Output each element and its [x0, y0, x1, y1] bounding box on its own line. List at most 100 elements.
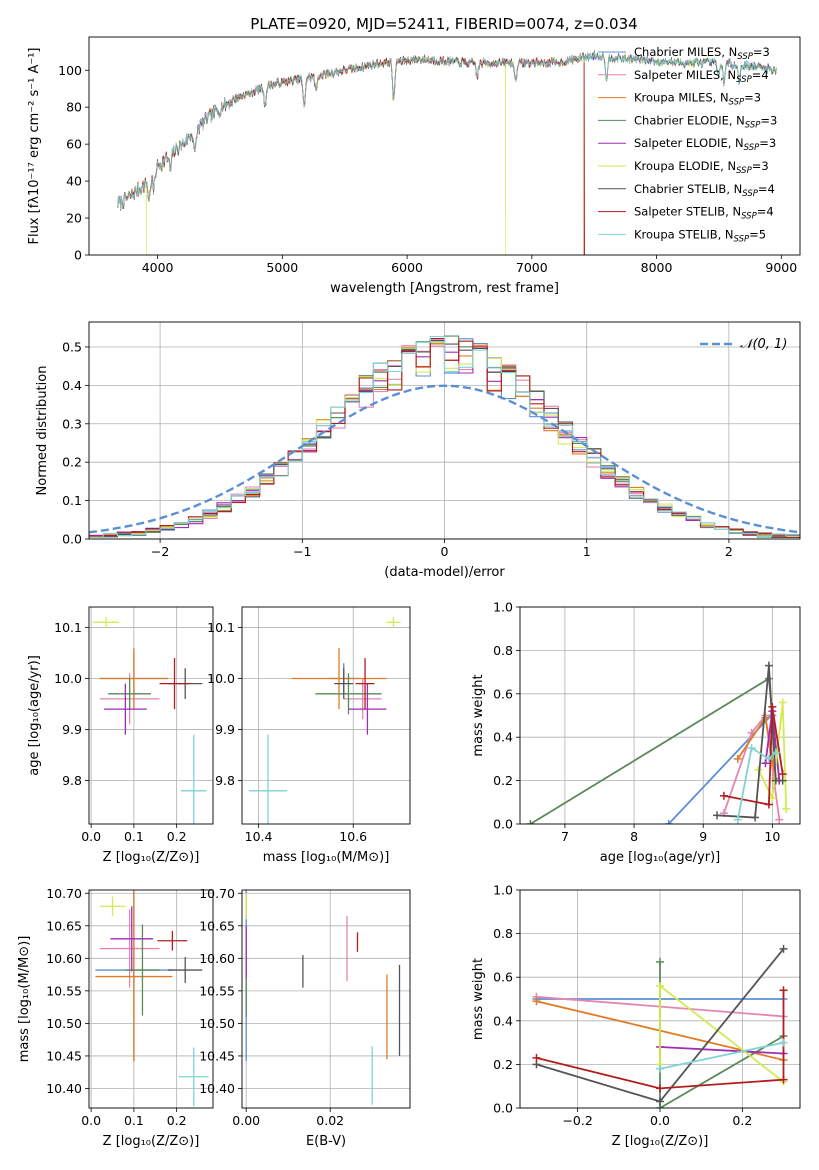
plot-area-age-vs-mass [249, 617, 401, 824]
y-tick-label: 0.6 [493, 686, 513, 701]
axes-mass-vs-Z: 0.0 0.1 0.2 10.40 10.45 10.50 10.55 10.60 10.65 1… [17, 886, 214, 1149]
x-axis-label: Z [log₁₀(Z/Z⊙)] [103, 1134, 200, 1149]
plot-area-spectrum [117, 50, 777, 255]
spectrum-line-kroupa-stelib [117, 51, 777, 210]
x-tick-label: 0.2 [732, 1113, 752, 1128]
weight-line [757, 702, 788, 809]
errorbar-kroupa-miles [99, 647, 169, 710]
errorbar-salpeter-miles [343, 678, 382, 720]
axes-frame [88, 321, 801, 540]
legend-label: Chabrier ELODIE, NSSP=3 [634, 113, 777, 130]
y-tick-label: 0.4 [62, 378, 82, 393]
x-tick-label: 8000 [641, 260, 673, 275]
weight-line [723, 713, 781, 820]
plot-area-age-vs-Z [93, 617, 207, 824]
errorbar-salpeter-elodie [110, 906, 154, 972]
x-tick-label: 10 [764, 829, 780, 844]
plots: 4000 5000 6000 7000 8000 9000020406080100wave… [17, 36, 801, 1149]
errorbar-kroupa-miles [95, 891, 173, 1062]
x-axis-label: Z [log₁₀(Z/Z⊙)] [103, 850, 200, 865]
x-tick-label: 8 [630, 829, 638, 844]
errorbar-salpeter-stelib [157, 930, 188, 951]
x-tick-label: −1 [293, 544, 311, 559]
errorbar-chabrier-elodie [315, 673, 382, 715]
y-tick-label: 10.45 [46, 1048, 82, 1063]
y-tick-label: 10.0 [207, 671, 235, 686]
axes-age-vs-mass: 10.4 10.6 9.8 9.9 10.0 10.1 mass [log₁₀(M/M⊙)] [207, 606, 411, 865]
errorbar-kroupa-stelib [249, 734, 287, 824]
axes-frame [88, 36, 801, 256]
x-tick-label: 0 [441, 544, 449, 559]
x-tick-label: −0.2 [562, 1113, 592, 1128]
y-tick-label: 10.55 [199, 983, 235, 998]
x-tick-label: 10.4 [245, 829, 273, 844]
errorbar-kroupa-elodie [386, 617, 401, 628]
y-tick-label: 0.2 [493, 1057, 513, 1072]
y-axis-label: mass [log₁₀(M/M⊙)] [17, 936, 32, 1063]
axes-mass-vs-ebv: 0.00 0.02 10.40 10.45 10.50 10.55 10.60 10.65 10… [199, 886, 411, 1149]
weight-line [536, 990, 785, 1090]
axes-age-vs-Z: 0.0 0.1 0.2 9.8 9.9 10.0 10.1 Z [log₁₀(Z/Z⊙)] ag… [27, 606, 214, 865]
axes-frame [88, 889, 214, 1109]
y-tick-label: 10.50 [46, 1016, 82, 1031]
y-axis-label: mass weight [471, 958, 486, 1040]
plot-area-residuals [89, 335, 800, 539]
plot-area-mass-weight-vs-age [526, 661, 791, 824]
errorbar-chabrier-stelib [334, 668, 354, 699]
x-axis-label: age [log₁₀(age/yr)] [600, 850, 721, 865]
legend-label: Salpeter MILES, NSSP=4 [634, 68, 769, 85]
weight-line [723, 706, 784, 806]
y-tick-label: 10.70 [199, 886, 235, 901]
x-tick-label: −2 [151, 544, 169, 559]
y-tick-label: 10.60 [46, 951, 82, 966]
plot-area-mass-vs-Z [95, 890, 209, 1107]
axes-spectrum: 4000 5000 6000 7000 8000 9000 0 20 40 60 80 100 wave… [27, 36, 801, 296]
y-axis-label: Normed distribution [35, 366, 50, 496]
y-tick-label: 0.2 [493, 773, 513, 788]
weight-series-kroupa-elodie [656, 981, 788, 1086]
y-tick-label: 1.0 [493, 883, 513, 898]
errorbar-salpeter-miles [99, 909, 160, 988]
y-tick-label: 10.65 [199, 918, 235, 933]
y-tick-label: 0.0 [493, 1101, 513, 1116]
x-tick-label: 9 [699, 829, 707, 844]
plot-area-mass-vs-ebv [245, 890, 401, 1105]
x-axis-label: (data-model)/error [384, 565, 505, 580]
legend-label: 𝒩(0, 1) [740, 337, 787, 352]
y-tick-label: 20 [66, 211, 82, 226]
histogram-kroupa-stelib [89, 335, 800, 538]
y-tick-label: 1.0 [493, 600, 513, 615]
y-tick-label: 10.50 [199, 1016, 235, 1031]
weight-series-kroupa-stelib [656, 1038, 788, 1073]
y-tick-label: 10.1 [207, 620, 235, 635]
x-tick-label: 7000 [516, 260, 548, 275]
x-tick-label: 10.6 [339, 829, 367, 844]
y-tick-label: 0.1 [62, 493, 82, 508]
x-tick-label: 5000 [266, 260, 298, 275]
x-tick-label: 6000 [391, 260, 423, 275]
x-tick-label: 2 [725, 544, 733, 559]
errorbar-chabrier-elodie [108, 678, 151, 710]
errorbar-salpeter-elodie [103, 683, 147, 735]
y-tick-label: 0.8 [493, 926, 513, 941]
x-tick-label: 0.0 [650, 1113, 670, 1128]
y-tick-label: 60 [66, 137, 82, 152]
y-tick-label: 10.40 [46, 1081, 82, 1096]
axes-mass-weight-vs-Z: −0.2 0.0 0.2 0.0 0.2 0.4 0.6 0.8 1.0 Z [log₁₀(Z/Z… [471, 883, 801, 1149]
axes-frame [519, 606, 801, 825]
axes-mass-weight-vs-age: 7 8 9 10 0.0 0.2 0.4 0.6 0.8 1.0 age [log₁₀(age/yr… [471, 600, 801, 865]
y-tick-label: 0.4 [493, 730, 513, 745]
axes-frame [241, 606, 411, 825]
y-tick-label: 10.60 [199, 951, 235, 966]
x-tick-label: 0.2 [167, 1113, 187, 1128]
axes-frame [88, 606, 214, 825]
errorbar-kroupa-elodie [93, 617, 119, 628]
y-tick-label: 10.65 [46, 918, 82, 933]
y-tick-label: 10.55 [46, 983, 82, 998]
y-axis-label: mass weight [471, 674, 486, 756]
x-axis-label: E(B-V) [306, 1134, 346, 1149]
axes-frame [519, 889, 801, 1109]
y-tick-label: 10.40 [199, 1081, 235, 1096]
x-tick-label: 7 [561, 829, 569, 844]
